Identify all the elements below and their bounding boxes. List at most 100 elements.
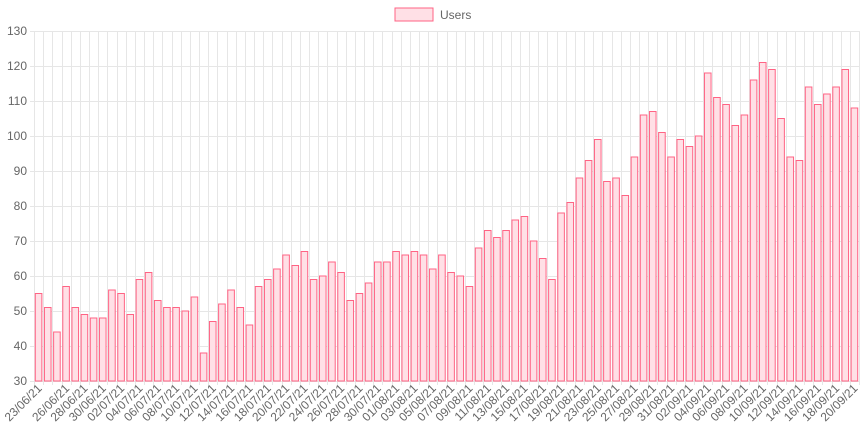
- bar-users[interactable]: [795, 160, 804, 382]
- bar-users[interactable]: [318, 275, 327, 382]
- bar-users[interactable]: [163, 307, 171, 382]
- bar-users[interactable]: [62, 286, 70, 382]
- bar-users[interactable]: [502, 230, 510, 382]
- bar-users[interactable]: [199, 352, 208, 382]
- bar-users[interactable]: [557, 212, 565, 382]
- bar-users[interactable]: [703, 72, 712, 382]
- bar-users[interactable]: [108, 289, 116, 382]
- bar-users[interactable]: [493, 237, 501, 382]
- bar-users[interactable]: [428, 268, 437, 382]
- bar-users[interactable]: [126, 314, 135, 382]
- bar-users[interactable]: [273, 268, 281, 382]
- bar-users[interactable]: [511, 219, 520, 382]
- bar-users[interactable]: [438, 254, 446, 382]
- bar-users[interactable]: [713, 97, 721, 382]
- bar-users[interactable]: [328, 261, 336, 382]
- bar-users[interactable]: [548, 279, 556, 382]
- bar-users[interactable]: [245, 324, 254, 382]
- bar-users[interactable]: [676, 139, 685, 382]
- bar-users[interactable]: [300, 251, 309, 382]
- bar-users[interactable]: [603, 181, 611, 382]
- bar-users[interactable]: [89, 317, 98, 382]
- bar-users[interactable]: [658, 132, 666, 382]
- bar-users[interactable]: [401, 254, 410, 382]
- bar-users[interactable]: [117, 293, 125, 382]
- bar-users[interactable]: [383, 261, 391, 382]
- bar-users[interactable]: [465, 286, 474, 382]
- bar-users[interactable]: [98, 317, 107, 382]
- y-tick-label: 30: [14, 374, 28, 388]
- bar-users[interactable]: [43, 307, 52, 382]
- bar-users[interactable]: [153, 300, 162, 382]
- bars-users: [34, 62, 859, 382]
- bar-users[interactable]: [722, 104, 730, 382]
- bar-users[interactable]: [355, 293, 364, 382]
- legend[interactable]: Users: [394, 7, 471, 22]
- bar-users[interactable]: [621, 195, 630, 382]
- bar-users[interactable]: [768, 69, 776, 382]
- bar-users[interactable]: [263, 279, 272, 382]
- bar-users[interactable]: [538, 258, 547, 382]
- bar-users[interactable]: [337, 272, 345, 382]
- bar-users[interactable]: [474, 247, 483, 382]
- bar-users[interactable]: [309, 279, 318, 382]
- bar-users[interactable]: [823, 93, 831, 382]
- bar-users[interactable]: [832, 86, 840, 382]
- bar-users[interactable]: [71, 307, 80, 382]
- bar-users[interactable]: [135, 279, 144, 382]
- bar-users[interactable]: [813, 104, 822, 382]
- bar-users[interactable]: [740, 114, 749, 382]
- bar-users[interactable]: [841, 69, 850, 382]
- bar-users[interactable]: [53, 331, 61, 382]
- bar-users[interactable]: [410, 251, 419, 382]
- bar-users[interactable]: [685, 146, 694, 382]
- bar-users[interactable]: [612, 177, 620, 382]
- bar-users[interactable]: [749, 79, 758, 382]
- y-axis: 30 40 50 60 70 80 90 100 110 120 130: [7, 24, 27, 388]
- bar-users[interactable]: [181, 310, 190, 382]
- bar-users[interactable]: [364, 282, 373, 382]
- bar-users[interactable]: [373, 261, 382, 382]
- bar-users[interactable]: [804, 86, 813, 382]
- bar-users[interactable]: [190, 296, 199, 382]
- y-tick-label: 60: [14, 269, 28, 283]
- bar-users[interactable]: [667, 156, 675, 382]
- y-tick-label: 120: [7, 59, 27, 73]
- bar-users[interactable]: [694, 135, 703, 382]
- bar-users[interactable]: [575, 177, 584, 382]
- bar-users[interactable]: [208, 321, 217, 382]
- bar-users[interactable]: [520, 216, 529, 382]
- bar-users[interactable]: [419, 254, 428, 382]
- bar-users[interactable]: [584, 160, 593, 382]
- bar-users[interactable]: [144, 272, 153, 382]
- bar-users[interactable]: [456, 275, 465, 382]
- bar-users[interactable]: [227, 289, 235, 382]
- bar-users[interactable]: [593, 139, 602, 382]
- bar-users[interactable]: [630, 156, 639, 382]
- legend-label-users[interactable]: Users: [440, 8, 471, 22]
- bar-users[interactable]: [786, 156, 795, 382]
- bar-users[interactable]: [282, 254, 290, 382]
- bar-users[interactable]: [291, 265, 300, 382]
- bar-users[interactable]: [731, 125, 740, 382]
- bar-users[interactable]: [777, 118, 785, 382]
- bar-users[interactable]: [172, 307, 180, 382]
- bar-users[interactable]: [254, 286, 263, 382]
- bar-users[interactable]: [34, 293, 43, 382]
- bar-users[interactable]: [566, 202, 575, 382]
- bar-users[interactable]: [850, 107, 859, 382]
- bar-users[interactable]: [758, 62, 767, 382]
- bar-users[interactable]: [639, 114, 648, 382]
- bar-users[interactable]: [648, 111, 657, 382]
- bar-users[interactable]: [392, 251, 400, 382]
- bar-users[interactable]: [483, 230, 492, 382]
- bar-users[interactable]: [80, 314, 89, 382]
- bar-users[interactable]: [529, 240, 538, 382]
- bar-users[interactable]: [447, 272, 455, 382]
- bar-users[interactable]: [218, 303, 226, 382]
- legend-swatch-users[interactable]: [394, 7, 434, 22]
- y-tick-label: 130: [7, 24, 27, 38]
- bar-users[interactable]: [236, 307, 245, 382]
- bar-users[interactable]: [346, 300, 355, 382]
